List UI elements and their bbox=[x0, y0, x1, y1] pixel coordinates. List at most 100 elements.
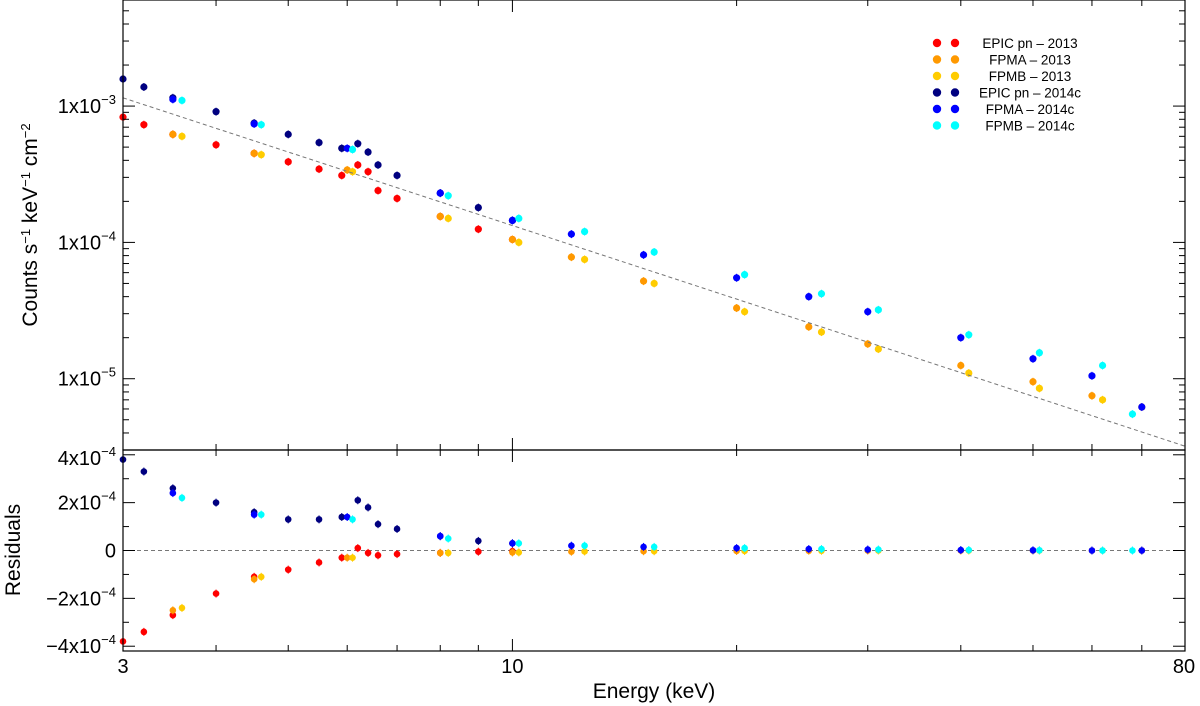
residual-fpmb-2014c-0 bbox=[178, 494, 186, 502]
residual-epic-pn-2013-3 bbox=[212, 590, 220, 597]
residual-fpma-2013-4 bbox=[509, 549, 516, 556]
residual-fpmb-2013-4 bbox=[515, 549, 523, 556]
point-epic-pn-2013-7 bbox=[338, 171, 346, 180]
spectrum-points bbox=[119, 74, 1146, 419]
point-fpma-2014c-7 bbox=[733, 274, 741, 282]
x-tick-label-10: 10 bbox=[501, 656, 523, 678]
x-axis-title: Energy (keV) bbox=[593, 680, 716, 703]
point-fpma-2014c-6 bbox=[639, 251, 648, 259]
y-tick-label-res-0: 4x10−4 bbox=[58, 444, 116, 470]
point-epic-pn-2014c-11 bbox=[393, 171, 401, 180]
residual-epic-pn-2013-2 bbox=[169, 611, 177, 619]
residual-fpmb-2014c-5 bbox=[581, 542, 588, 550]
residual-fpmb-2014c-13 bbox=[1129, 547, 1136, 554]
point-fpmb-2013-11 bbox=[1035, 384, 1043, 392]
point-epic-pn-2014c-3 bbox=[212, 108, 220, 116]
point-fpma-2013-8 bbox=[805, 323, 813, 331]
residual-epic-pn-2013-5 bbox=[284, 566, 292, 573]
y-tick-label-res-3: −2x10−4 bbox=[46, 584, 116, 610]
point-fpmb-2013-2 bbox=[348, 168, 357, 176]
residual-fpma-2013-5 bbox=[568, 548, 575, 555]
point-fpmb-2013-0 bbox=[178, 132, 186, 140]
point-fpmb-2014c-7 bbox=[740, 271, 749, 279]
point-fpma-2014c-11 bbox=[1029, 355, 1037, 363]
y-tick-label-spec-0: 1x10−3 bbox=[58, 92, 116, 118]
x-tick-label-80: 80 bbox=[1173, 656, 1195, 678]
residual-fpmb-2014c-7 bbox=[741, 544, 748, 552]
point-epic-pn-2014c-5 bbox=[284, 130, 292, 138]
point-fpma-2014c-3 bbox=[436, 189, 444, 197]
residual-epic-pn-2014c-5 bbox=[284, 516, 292, 523]
legend-marker-epic-pn-2013-b bbox=[950, 38, 960, 48]
point-fpmb-2013-7 bbox=[740, 308, 749, 316]
residual-fpmb-2013-5 bbox=[581, 548, 588, 555]
point-fpmb-2014c-9 bbox=[874, 306, 882, 314]
legend-marker-fpmb-2014c-a bbox=[932, 121, 942, 130]
point-fpmb-2013-9 bbox=[874, 345, 882, 353]
residual-fpmb-2014c-3 bbox=[444, 535, 452, 542]
residual-epic-pn-2013-13 bbox=[475, 548, 482, 555]
point-fpma-2014c-4 bbox=[508, 216, 517, 225]
point-fpma-2013-1 bbox=[250, 149, 258, 157]
residuals-ticks: 4x10−4 2x10−4 0 −2x10−4 −4x10−4 bbox=[46, 444, 1185, 658]
residual-fpmb-2014c-10 bbox=[965, 546, 973, 554]
residual-epic-pn-2013-7 bbox=[338, 554, 346, 561]
legend-marker-epic-pn-2014c-b bbox=[950, 88, 960, 97]
point-fpma-2014c-13 bbox=[1138, 403, 1146, 411]
residual-fpma-2013-3 bbox=[436, 549, 444, 557]
residual-epic-pn-2014c-7 bbox=[338, 513, 346, 521]
point-fpmb-2013-10 bbox=[965, 369, 973, 377]
residual-fpmb-2014c-6 bbox=[650, 543, 658, 551]
residual-fpma-2014c-2 bbox=[343, 513, 351, 521]
point-fpmb-2014c-3 bbox=[444, 192, 452, 200]
point-fpmb-2014c-1 bbox=[257, 121, 265, 129]
point-fpmb-2014c-6 bbox=[650, 248, 658, 256]
residual-fpmb-2014c-4 bbox=[515, 540, 523, 547]
legend-marker-fpma-2014c-a bbox=[932, 104, 942, 114]
residuals-panel: 4x10−4 2x10−4 0 −2x10−4 −4x10−4 Residuals bbox=[2, 444, 1186, 658]
legend-marker-fpma-2013-a bbox=[932, 55, 942, 64]
point-fpma-2013-5 bbox=[567, 253, 575, 261]
point-epic-pn-2013-13 bbox=[474, 225, 482, 233]
residual-fpma-2013-1 bbox=[250, 575, 258, 583]
residual-fpma-2014c-6 bbox=[640, 543, 647, 551]
point-fpma-2014c-0 bbox=[169, 95, 177, 103]
legend-marker-fpmb-2013-a bbox=[932, 71, 942, 81]
point-epic-pn-2014c-1 bbox=[140, 83, 148, 91]
legend-label-fpma-2013: FPMA – 2013 bbox=[989, 53, 1071, 68]
point-fpma-2014c-9 bbox=[864, 308, 872, 316]
spectrum-model-line bbox=[122, 97, 1186, 447]
point-fpma-2013-4 bbox=[508, 235, 517, 244]
residual-fpma-2013-0 bbox=[169, 607, 177, 614]
point-fpma-2014c-12 bbox=[1088, 372, 1096, 380]
point-fpmb-2014c-0 bbox=[178, 96, 186, 105]
residual-fpmb-2014c-2 bbox=[349, 516, 356, 523]
y-tick-label-res-2: 0 bbox=[105, 541, 116, 563]
residual-fpma-2014c-7 bbox=[733, 544, 740, 552]
point-fpma-2013-9 bbox=[864, 340, 872, 348]
spectrum-frame bbox=[122, 0, 1186, 451]
residual-fpmb-2013-2 bbox=[349, 554, 356, 561]
point-fpmb-2013-6 bbox=[650, 279, 658, 288]
legend-label-epic-pn-2014c: EPIC pn – 2014c bbox=[979, 86, 1081, 101]
legend-label-epic-pn-2013: EPIC pn – 2013 bbox=[982, 36, 1077, 51]
y-tick-label-spec-2: 1x10−5 bbox=[58, 365, 116, 391]
legend-label-fpma-2014c: FPMA – 2014c bbox=[986, 102, 1075, 117]
point-epic-pn-2013-8 bbox=[354, 161, 362, 169]
residuals-y-axis-title: Residuals bbox=[2, 504, 25, 596]
point-epic-pn-2013-1 bbox=[140, 121, 148, 129]
point-epic-pn-2013-5 bbox=[284, 158, 292, 166]
residual-fpmb-2013-0 bbox=[178, 604, 186, 612]
point-fpmb-2014c-13 bbox=[1128, 410, 1137, 418]
spectrum-y-axis-title: Counts s−1 keV−1 cm−2 bbox=[18, 123, 43, 326]
point-epic-pn-2014c-10 bbox=[374, 161, 382, 169]
legend-label-fpmb-2013: FPMB – 2013 bbox=[989, 69, 1072, 84]
point-fpma-2013-11 bbox=[1029, 378, 1037, 386]
point-fpmb-2014c-4 bbox=[515, 214, 523, 222]
legend-marker-fpma-2013-b bbox=[950, 55, 960, 64]
point-epic-pn-2014c-13 bbox=[474, 204, 482, 212]
spectrum-ticks: 1x10−3 1x10−4 1x10−5 bbox=[58, 0, 1185, 451]
point-fpma-2014c-10 bbox=[957, 334, 965, 342]
y-tick-label-res-4: −4x10−4 bbox=[46, 632, 116, 658]
residual-fpmb-2013-1 bbox=[257, 573, 265, 581]
